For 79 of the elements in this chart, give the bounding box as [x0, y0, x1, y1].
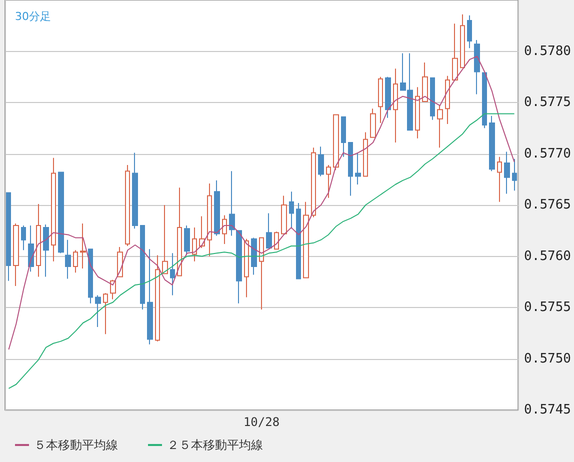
candlestick: [6, 192, 11, 282]
candlestick: [482, 72, 487, 129]
candlestick: [318, 146, 324, 177]
candlestick: [296, 202, 301, 280]
candlestick: [229, 170, 235, 236]
candlestick: [437, 105, 443, 148]
candlestick: [311, 147, 316, 218]
candlestick: [504, 151, 510, 194]
y-tick-label: 0.5770: [524, 146, 572, 162]
y-tick-label: 0.5760: [524, 248, 572, 264]
line-series: [8, 113, 515, 389]
candlestick: [370, 108, 376, 138]
candlestick: [341, 116, 346, 158]
candlestick: [103, 292, 108, 335]
candlestick: [222, 214, 227, 244]
candlestick: [192, 227, 197, 262]
candlestick: [259, 237, 264, 310]
y-tick-label: 0.5755: [524, 300, 572, 315]
candlestick: [251, 237, 257, 276]
candlestick: [155, 254, 160, 342]
candlestick: [21, 225, 26, 251]
candlestick: [497, 156, 502, 202]
text: 30分足: [15, 10, 51, 23]
candlestick: [162, 204, 168, 274]
candlestick: [95, 294, 101, 328]
candlestick: [333, 114, 339, 171]
candlestick: [13, 222, 19, 286]
candlestick: [132, 152, 138, 230]
candlestick: [65, 239, 71, 280]
candlestick: [170, 252, 175, 296]
candlestick: [147, 248, 153, 345]
candlestick: [303, 201, 309, 278]
candlestick: [489, 115, 495, 172]
candlestick: [125, 164, 130, 246]
candlestick: [117, 246, 123, 278]
candlestick: [467, 14, 472, 49]
candlestick: [422, 62, 428, 102]
candlestick: [460, 14, 465, 68]
candlestick: [445, 75, 450, 125]
x-tick-label: 10/28: [243, 415, 280, 429]
candlestick: [80, 222, 86, 270]
candlestick: [140, 225, 145, 310]
candlestick: [177, 187, 182, 276]
candlestick: [415, 86, 420, 139]
candlestick: [452, 23, 458, 80]
candlestick: [355, 152, 361, 185]
candlestick: [378, 76, 383, 124]
candlestick: [289, 191, 294, 230]
candlestick: [281, 195, 287, 234]
candlestick: [73, 250, 78, 274]
candlestick: [207, 182, 212, 257]
candlestick: [274, 231, 279, 250]
legend-label: ５本移動平均線: [34, 438, 118, 452]
candlestick: [326, 164, 331, 198]
line-series: [8, 56, 515, 350]
candlestick: [214, 180, 220, 236]
candlestick: [58, 172, 64, 254]
candlestick: [36, 203, 41, 278]
y-tick-label: 0.5745: [524, 402, 572, 418]
candlestick: [348, 142, 353, 196]
y-tick-label: 0.5775: [524, 95, 572, 110]
candlestick: [43, 224, 49, 278]
candlestick: [88, 248, 93, 304]
candlestick: [430, 77, 435, 120]
candlestick: [363, 132, 368, 177]
candlestick: [385, 76, 391, 118]
candlestick: [51, 157, 56, 262]
candlestick: [184, 225, 190, 256]
legend-label: ２５本移動平均線: [167, 438, 263, 452]
candlestick: [512, 158, 517, 192]
y-tick-label: 0.5765: [524, 198, 572, 212]
candlestick: [393, 68, 398, 143]
candlestick: [28, 225, 34, 272]
candlestick: [474, 39, 480, 95]
candlestick: [266, 212, 272, 249]
y-tick-label: 0.5780: [524, 44, 572, 59]
candlestick: [244, 238, 249, 298]
candlestick: [236, 230, 242, 304]
y-tick-label: 0.5750: [524, 351, 572, 366]
